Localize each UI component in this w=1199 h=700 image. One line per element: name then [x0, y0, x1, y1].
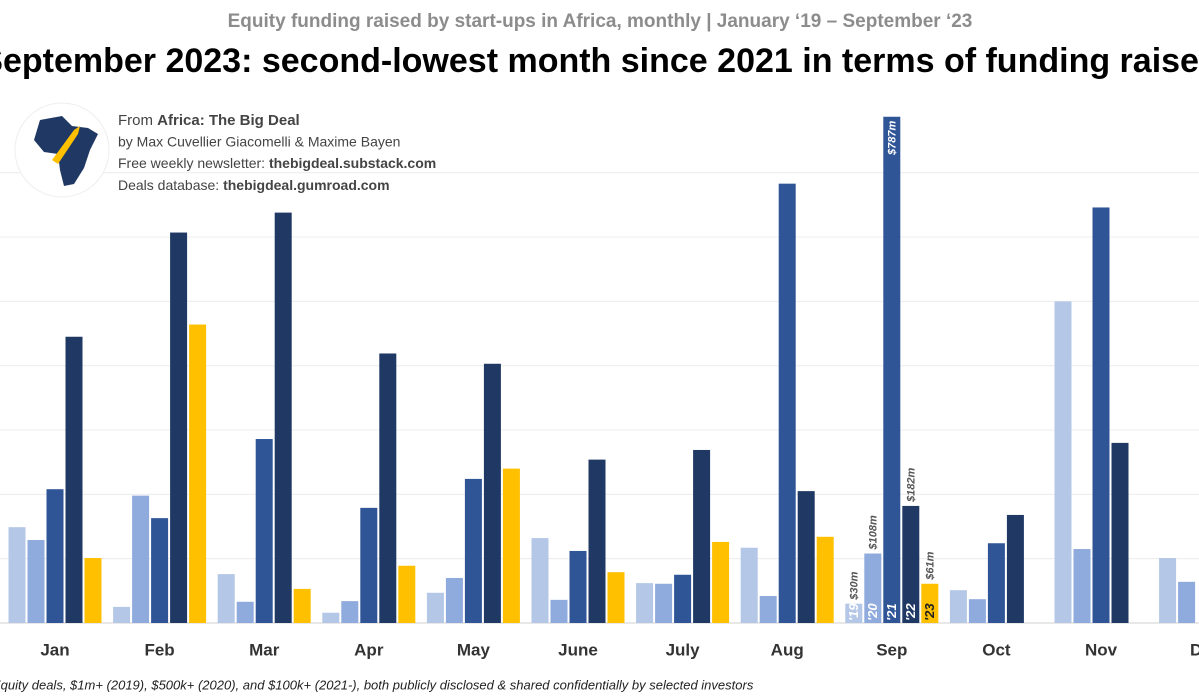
- bar: [693, 449, 711, 623]
- value-label: $30m: [849, 571, 861, 600]
- bar: [445, 577, 463, 623]
- credit-text: From: [118, 112, 157, 129]
- bar: [1111, 442, 1129, 623]
- bar: [1092, 207, 1110, 623]
- x-tick-label: Aug: [771, 640, 804, 659]
- bar: [217, 574, 235, 623]
- x-tick-label: Apr: [354, 640, 384, 659]
- x-tick-label: Oct: [982, 640, 1011, 659]
- bar: [322, 612, 340, 623]
- bar: [236, 601, 254, 623]
- bar: [113, 606, 131, 623]
- bar: [132, 495, 150, 623]
- x-tick-label: May: [457, 640, 491, 659]
- value-label: $61m: [925, 551, 937, 580]
- bar: [379, 353, 397, 623]
- bar: [274, 212, 292, 623]
- value-label: $108m: [868, 515, 880, 550]
- bar: [778, 183, 796, 623]
- bar: [550, 599, 568, 623]
- bar: [712, 541, 730, 623]
- bar: [1054, 301, 1072, 623]
- value-label: $182m: [906, 467, 918, 502]
- bar: [360, 507, 378, 623]
- bar: [759, 595, 777, 623]
- credit-text: Deals database:: [118, 177, 223, 193]
- bar: [170, 232, 188, 624]
- bar: [1073, 549, 1091, 623]
- credit-line: by Max Cuvellier Giacomelli & Maxime Bay…: [118, 134, 400, 150]
- bar: [797, 491, 815, 623]
- credit-text: Free weekly newsletter:: [118, 155, 269, 171]
- credit-text: thebigdeal.substack.com: [269, 155, 436, 171]
- x-tick-label: Nov: [1085, 640, 1118, 659]
- series-label: '21: [884, 603, 899, 621]
- bar: [968, 599, 986, 623]
- x-tick-label: Sep: [876, 640, 907, 659]
- bar: [151, 518, 169, 623]
- bar: [1159, 558, 1177, 623]
- bar: [864, 553, 882, 623]
- credit-line: Deals database: thebigdeal.gumroad.com: [118, 177, 390, 193]
- series-label: '20: [865, 603, 880, 621]
- bar: [607, 572, 625, 623]
- bar: [740, 547, 758, 623]
- logo-rocket: [52, 126, 80, 164]
- bar: [1178, 581, 1196, 623]
- footnote: Equity deals, $1m+ (2019), $500k+ (2020)…: [0, 677, 754, 692]
- series-label: '19: [846, 603, 861, 621]
- logo: [14, 102, 110, 198]
- bar: [65, 336, 83, 623]
- bar: [588, 459, 606, 623]
- credit-line: Free weekly newsletter: thebigdeal.subst…: [118, 155, 436, 171]
- bar: [921, 583, 939, 623]
- x-tick-label: July: [666, 640, 701, 659]
- x-tick-label: Feb: [144, 640, 174, 659]
- bar: [816, 536, 834, 623]
- bar: [27, 540, 45, 623]
- x-tick-label: Mar: [249, 640, 280, 659]
- chart-subtitle: Equity funding raised by start-ups in Af…: [228, 11, 973, 32]
- bar: [255, 439, 273, 623]
- bar: [949, 590, 967, 623]
- bar: [883, 116, 901, 623]
- credit-line: From Africa: The Big Deal: [118, 112, 300, 129]
- x-tick-label: Jan: [40, 640, 69, 659]
- bar: [426, 592, 444, 623]
- bar: [655, 583, 673, 623]
- bar: [293, 588, 311, 623]
- chart-title: September 2023: second-lowest month sinc…: [0, 42, 1199, 80]
- bar: [845, 603, 863, 623]
- bar: [502, 468, 520, 623]
- bar: [987, 543, 1005, 623]
- credit-text: thebigdeal.gumroad.com: [223, 177, 389, 193]
- bar: [46, 489, 64, 623]
- bar: [569, 550, 587, 623]
- bar: [1006, 514, 1024, 623]
- series-label: '22: [903, 603, 918, 621]
- bar: [531, 538, 549, 623]
- bar: [84, 558, 102, 623]
- bar: [636, 583, 654, 623]
- bar: [8, 527, 26, 623]
- bar: [189, 324, 207, 623]
- bar: [341, 601, 359, 623]
- bar: [902, 505, 920, 623]
- value-label: $787m: [887, 121, 899, 156]
- x-tick-label: Dec: [1190, 640, 1199, 659]
- bar: [464, 478, 482, 623]
- bar: [483, 363, 501, 623]
- bar: [398, 565, 416, 623]
- series-label: '23: [922, 603, 937, 621]
- x-tick-label: June: [558, 640, 598, 659]
- credit-text: Africa: The Big Deal: [157, 112, 300, 129]
- bar: [674, 574, 692, 623]
